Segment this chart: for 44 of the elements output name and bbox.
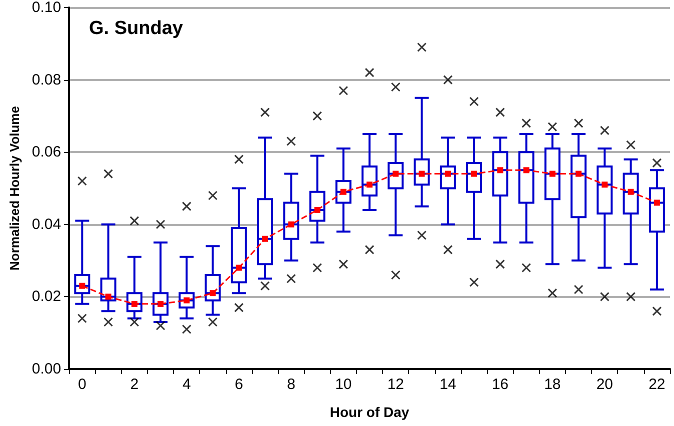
y-tick-label: 0.10 (32, 0, 62, 16)
point (602, 182, 608, 188)
point (366, 182, 373, 188)
point (79, 282, 86, 289)
x-tick-label: 10 (335, 376, 352, 393)
point (471, 170, 478, 177)
y-tick-label: 0.06 (32, 144, 62, 161)
point (105, 294, 112, 300)
point (236, 264, 242, 271)
point (314, 206, 320, 213)
x-tick-label: 12 (387, 376, 404, 393)
point (184, 297, 190, 304)
text: G. Sunday (89, 18, 184, 39)
x-axis-title: Hour of Day (330, 404, 410, 420)
point (576, 170, 582, 177)
x-tick-label: 8 (286, 376, 296, 393)
y-tick-label: 0.04 (32, 216, 62, 233)
x-tick-label: 14 (440, 376, 456, 393)
point (262, 236, 268, 242)
y-tick-label: 0.00 (32, 360, 62, 378)
x-tick-label: 6 (234, 376, 244, 393)
y-tick-label: 0.02 (32, 288, 62, 306)
x-tick-label: 20 (596, 376, 614, 393)
point (340, 188, 346, 195)
point (654, 200, 660, 206)
x-tick-label: 16 (492, 376, 509, 393)
y-axis-title: Normalized Hourly Volume (7, 106, 22, 270)
x-tick-label: 4 (182, 376, 191, 393)
point (131, 300, 138, 307)
y-tick-label: 0.08 (32, 71, 62, 88)
x-tick-label: 22 (648, 376, 666, 393)
x-tick-label: 0 (78, 376, 86, 393)
x-tick-label: 2 (130, 376, 139, 393)
point (392, 170, 399, 177)
point (158, 300, 164, 307)
point (210, 290, 216, 296)
point (523, 167, 530, 174)
point (628, 188, 634, 195)
x-tick-label: 18 (544, 376, 561, 393)
point (288, 221, 294, 228)
point (549, 170, 556, 177)
point (444, 170, 451, 177)
point (418, 170, 425, 177)
point (497, 167, 504, 174)
